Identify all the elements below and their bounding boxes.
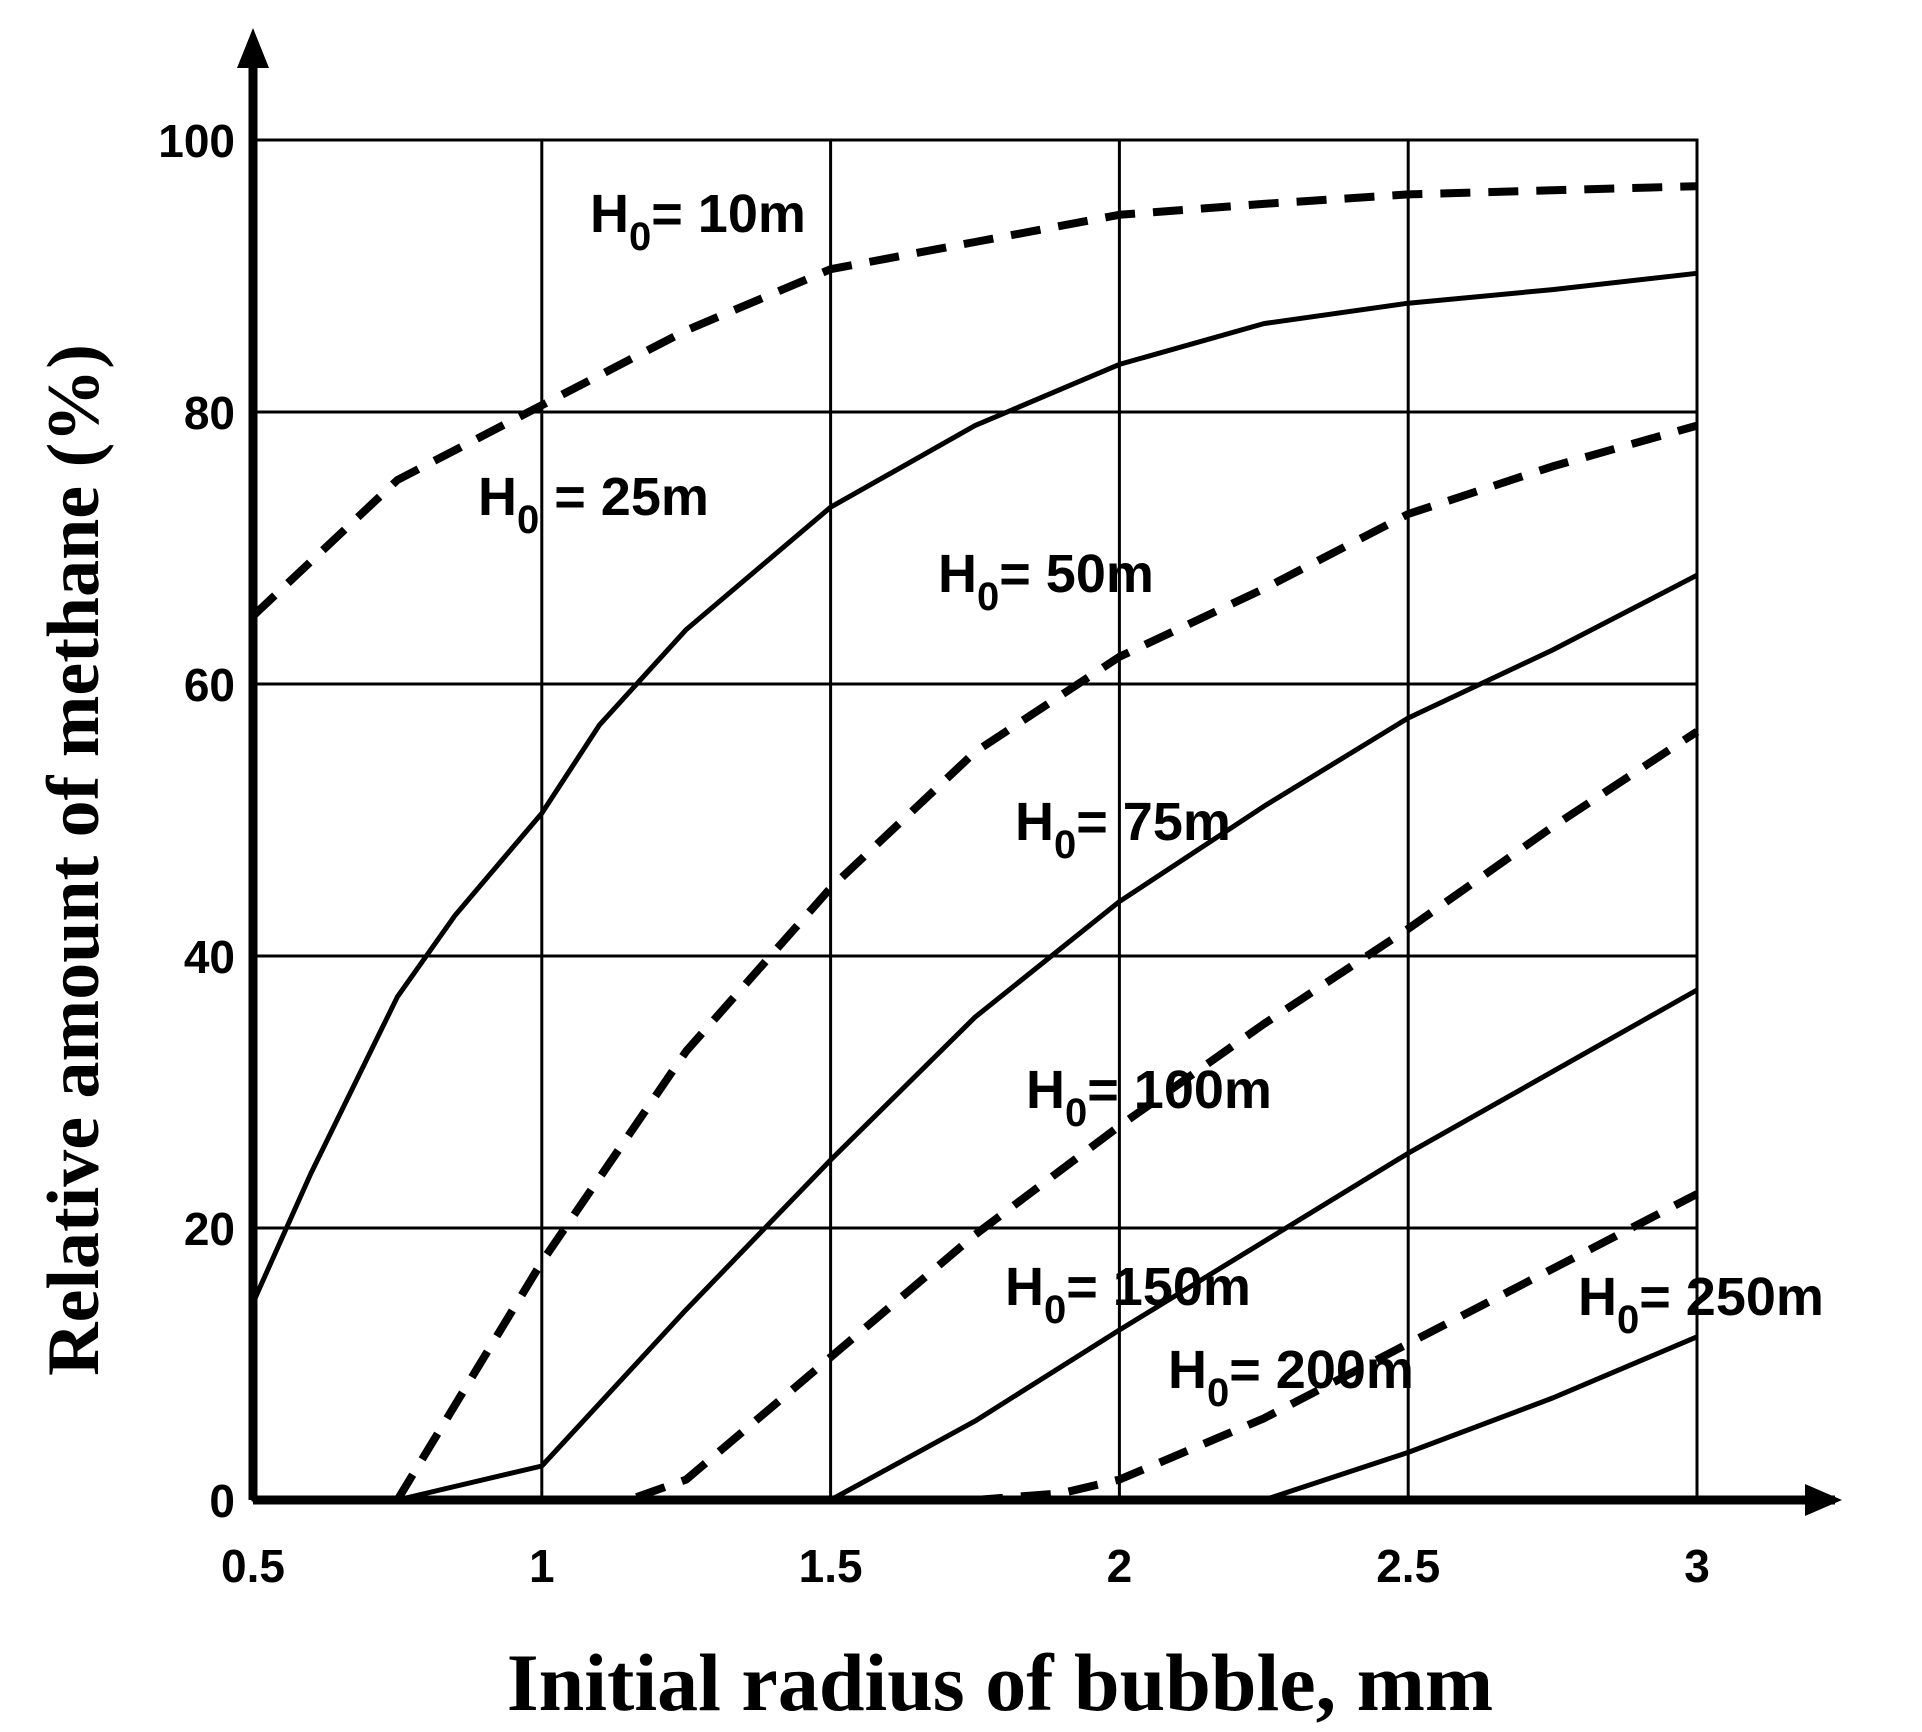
series-group [250, 182, 1700, 1504]
curve-label: H0= 250m [1578, 1267, 1824, 1342]
axes [237, 28, 1842, 1516]
curve-label: H0 = 25m [478, 467, 709, 542]
y-tick-label: 20 [184, 1203, 235, 1255]
curve-label: H0= 75m [1015, 792, 1231, 867]
curve-label: H0= 100m [1026, 1060, 1272, 1135]
series-line [253, 987, 1699, 1503]
y-tick-label: 100 [158, 115, 235, 167]
y-axis-arrow [237, 28, 269, 68]
y-tick-label: 80 [184, 387, 235, 439]
grid [253, 138, 1699, 1500]
curve-label: H0= 10m [590, 184, 806, 259]
y-axis-title: Relative amount of methane (%) [33, 344, 115, 1376]
x-axis-arrow [1805, 1484, 1842, 1516]
curve-label: H0= 50m [938, 544, 1154, 619]
x-axis-title: Initial radius of bubble, mm [507, 1637, 1493, 1728]
x-tick-label: 3 [1684, 1540, 1710, 1592]
series-line [253, 572, 1699, 1503]
series-line [250, 270, 1698, 1304]
tick-labels: 0.5 1 1.5 2 2.5 3 0 20 40 60 80 100 [158, 115, 1710, 1592]
plot-frame [251, 138, 1699, 1502]
curve-label: H0= 150m [1005, 1257, 1251, 1332]
x-tick-label: 0.5 [221, 1540, 285, 1592]
series-line [250, 182, 1698, 619]
curve-labels: H0= 10m H0 = 25m H0= 50m H0= 75m H0= 100m H0=… [478, 184, 1824, 1415]
x-tick-label: 2.5 [1376, 1540, 1440, 1592]
x-tick-label: 1.5 [799, 1540, 863, 1592]
x-tick-label: 2 [1107, 1540, 1133, 1592]
series-line [253, 1190, 1699, 1504]
y-tick-label: 0 [209, 1475, 235, 1527]
y-tick-label: 60 [184, 659, 235, 711]
series-line [253, 728, 1700, 1504]
y-tick-label: 40 [184, 931, 235, 983]
curve-label: H0= 200m [1168, 1340, 1414, 1415]
x-tick-label: 1 [529, 1540, 555, 1592]
